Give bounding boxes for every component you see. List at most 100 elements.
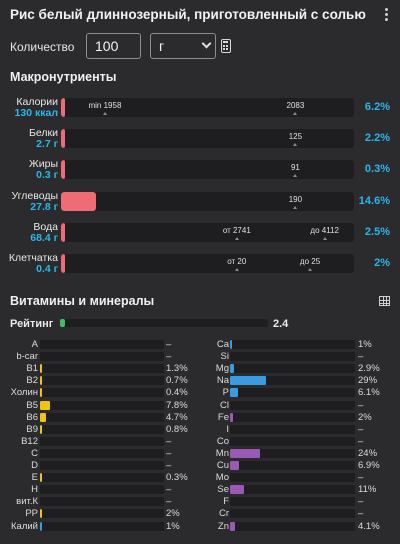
micro-row: B6 4.7% xyxy=(0,412,400,424)
quantity-input[interactable] xyxy=(86,33,141,59)
micro-name: Se xyxy=(217,484,229,496)
macro-row: Клетчатка 0.4 г от 20 до 25 2% xyxy=(0,252,400,276)
micro-bar xyxy=(230,352,355,362)
micros-title: Витамины и минералы xyxy=(10,294,155,308)
rating-bar-fill xyxy=(60,319,66,327)
micro-value: 1% xyxy=(358,339,372,350)
micro-row: Cr – xyxy=(0,508,400,520)
micro-value: 4.7% xyxy=(166,411,188,423)
macro-name: Калории xyxy=(16,96,58,108)
micro-bar-fill xyxy=(40,412,46,422)
macro-name: Вода xyxy=(33,221,58,233)
micro-bar xyxy=(40,400,164,410)
macro-bar-fill xyxy=(61,223,66,242)
micro-bar xyxy=(230,376,355,386)
micro-value: 1% xyxy=(166,520,180,532)
micro-value: – xyxy=(358,435,364,447)
macro-value: 130 ккал xyxy=(14,107,58,119)
macro-name: Белки xyxy=(29,127,58,139)
micro-bar-fill xyxy=(230,388,238,398)
micro-name: C xyxy=(31,447,38,459)
micro-value: – xyxy=(358,472,364,484)
micro-row: Cl – xyxy=(0,400,400,412)
micro-bar xyxy=(40,364,164,374)
micro-value: 0.8% xyxy=(166,423,188,435)
micro-row: F – xyxy=(0,496,400,508)
macro-bar-fill xyxy=(61,192,97,211)
micro-name: Cu xyxy=(216,460,229,471)
micro-value: – xyxy=(166,484,172,496)
macro-value: 68.4 г xyxy=(30,232,58,244)
micro-bar-fill xyxy=(230,485,244,495)
macros-title: Макронутриенты xyxy=(10,70,117,84)
micro-bar xyxy=(40,340,164,349)
micro-bar xyxy=(230,485,355,495)
micro-row: B12 – xyxy=(0,436,400,448)
macro-bar: 190 xyxy=(61,192,354,211)
micro-bar xyxy=(40,485,164,495)
micro-name: E xyxy=(31,472,38,484)
macro-bar: от 20 до 25 xyxy=(61,254,354,273)
macro-bar: 125 xyxy=(61,129,354,148)
micro-bar xyxy=(230,497,355,507)
micro-bar xyxy=(40,473,164,483)
micro-bar xyxy=(40,521,164,531)
macro-row: Жиры 0.3 г 91 0.3% xyxy=(0,158,400,182)
micro-value: 6.9% xyxy=(358,460,380,471)
micro-name: Mg xyxy=(215,363,229,375)
micro-row: Co – xyxy=(0,436,400,448)
macro-norm-label: до 25 xyxy=(299,257,321,266)
calculator-icon[interactable] xyxy=(221,39,231,53)
macro-name: Жиры xyxy=(29,158,58,170)
table-icon[interactable] xyxy=(379,296,390,306)
unit-select[interactable]: г xyxy=(150,33,216,59)
macro-percent: 0.3% xyxy=(364,163,390,175)
micro-row: Fe 2% xyxy=(0,412,400,424)
micro-bar xyxy=(40,461,164,470)
micro-bar xyxy=(230,412,355,422)
micro-row: C – xyxy=(0,448,400,460)
micro-bar-fill xyxy=(40,509,43,519)
macro-norm-tick xyxy=(293,206,298,209)
micro-bar xyxy=(40,424,164,434)
kebab-icon[interactable] xyxy=(380,6,392,22)
micro-value: 2.9% xyxy=(358,363,380,375)
macro-row: Вода 68.4 г от 2741 до 4112 2.5% xyxy=(0,221,400,245)
micro-value: 2% xyxy=(166,508,180,520)
micro-bar-fill xyxy=(230,376,267,386)
micro-value: 1.3% xyxy=(166,363,188,375)
micro-name: Zn xyxy=(217,520,229,532)
macro-name: Углеводы xyxy=(11,190,58,202)
macro-norm-label: от 2741 xyxy=(222,226,251,235)
micro-bar-fill xyxy=(40,388,42,398)
micro-row: b-car – xyxy=(0,351,400,363)
macro-norm-label: от 20 xyxy=(227,257,247,266)
macro-norm-label: 2083 xyxy=(286,101,305,110)
micro-row: A – xyxy=(0,339,400,351)
micro-name: Si xyxy=(220,351,229,363)
micro-bar xyxy=(230,448,355,458)
micro-value: – xyxy=(166,460,172,471)
micro-bar-fill xyxy=(230,521,236,531)
micro-name: B6 xyxy=(26,411,38,423)
micro-bar-fill xyxy=(40,400,50,410)
macro-norm-label: min 1958 xyxy=(88,101,122,110)
micro-bar xyxy=(40,376,164,386)
micro-name: F xyxy=(223,496,229,508)
macro-value: 0.3 г xyxy=(36,169,58,181)
micro-bar xyxy=(40,388,164,398)
micro-row: B9 0.8% xyxy=(0,424,400,436)
micro-name: Cl xyxy=(220,399,229,411)
micro-name: Na xyxy=(216,375,229,387)
micro-name: B9 xyxy=(26,423,38,435)
micro-bar xyxy=(40,436,164,446)
macro-percent: 14.6% xyxy=(358,195,390,207)
micro-value: – xyxy=(166,496,172,508)
micro-value: 29% xyxy=(358,375,378,387)
macro-bar-fill xyxy=(61,129,66,148)
macro-bar: 91 xyxy=(61,160,354,179)
micro-value: 0.3% xyxy=(166,472,188,484)
micro-name: I xyxy=(226,423,229,435)
micro-bar xyxy=(40,412,164,422)
micro-bar xyxy=(40,352,164,362)
